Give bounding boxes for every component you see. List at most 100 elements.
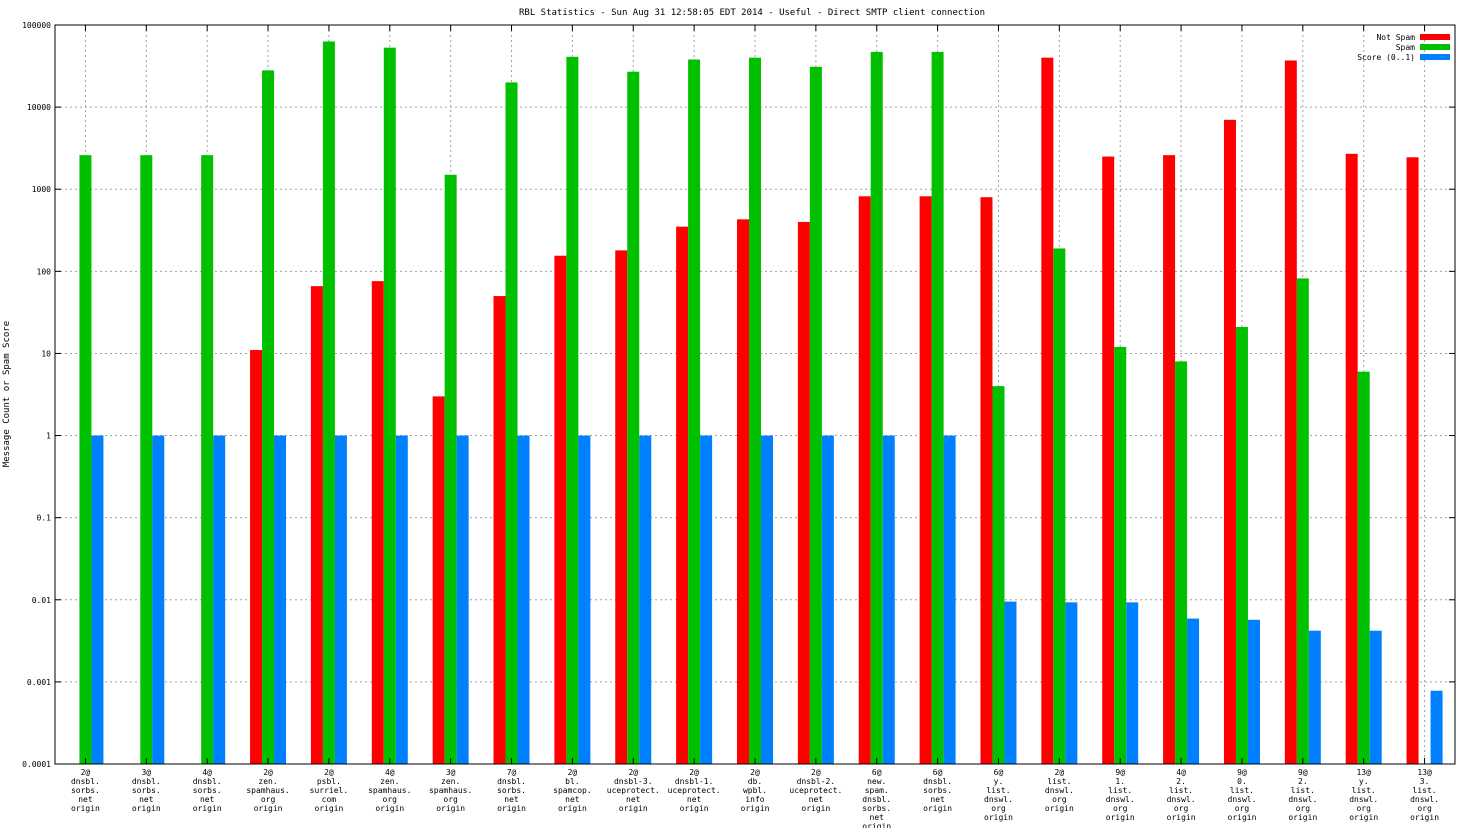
x-tick-label-line: org [1417,804,1432,813]
x-tick-label-line: y. [1359,777,1369,786]
bar-not-spam [250,350,263,764]
x-tick-label-line: org [1235,804,1250,813]
x-tick-label-line: origin [375,804,404,813]
x-tick-label-line: 2. [1298,777,1308,786]
x-tick-label-line: 4@ [202,768,212,777]
x-tick-label: 7@ dnsbl. sorbs. net origin [497,768,526,813]
x-tick-label-line: org [991,804,1006,813]
x-tick-label-line: dnsbl. [193,777,222,786]
x-tick-label-line: dnsbl-2. [797,777,836,786]
x-tick-label-line: org [443,795,458,804]
x-tick-label-line: 3@ [141,768,151,777]
x-tick-label-line: list. [1291,786,1315,795]
legend-label: Spam [1396,43,1415,52]
x-tick-label-line: dnswl. [1228,795,1257,804]
x-tick-label: 2@ list. dnswl. org origin [1045,768,1074,813]
x-tick-label-line: surriel. [310,786,349,795]
x-tick-label-line: net [565,795,580,804]
x-tick-label-line: com [322,795,337,804]
x-tick-label-line: net [78,795,93,804]
bar-spam [1175,361,1188,764]
y-tick-label: 10 [41,349,51,358]
x-tick-label-line: net [504,795,519,804]
y-tick-label: 1000 [32,185,51,194]
chart-title: RBL Statistics - Sun Aug 31 12:58:05 EDT… [519,8,985,18]
bar-not-spam [1284,60,1297,764]
x-tick-label: 3@ zen. spamhaus. org origin [429,768,472,813]
legend-label: Score (0..1) [1357,53,1415,62]
bar-not-spam [1102,156,1115,764]
x-tick-label-line: 2. [1176,777,1186,786]
bar-spam [505,82,518,765]
x-tick-label-line: dnswl. [984,795,1013,804]
x-tick-label-line: 9@ [1115,768,1125,777]
x-tick-label-line: origin [1045,804,1074,813]
x-tick-label-line: org [1356,804,1371,813]
bar-spam [1235,326,1248,764]
x-tick-label: 13@ 3. list. dnswl. org origin [1410,768,1439,822]
bar-score-0-1 [152,435,165,764]
x-tick-label-line: list. [986,786,1010,795]
x-tick-label: 6@ y. list. dnswl. org origin [984,768,1013,822]
x-tick-label-line: info [745,795,764,804]
x-tick-label: 2@ bl. spamcop. net origin [553,768,592,813]
x-tick-label-line: sorbs. [923,786,952,795]
bar-spam [1114,346,1127,764]
x-tick-label-line: origin [862,822,891,828]
bar-not-spam [615,250,628,764]
bar-not-spam [1041,57,1054,765]
bar-spam [931,51,944,764]
bar-score-0-1 [213,435,226,764]
x-tick-label-line: sorbs. [132,786,161,795]
bar-spam [140,155,153,764]
x-tick-label-line: uceprotect. [607,786,660,795]
bar-not-spam [676,226,689,764]
x-tick-label-line: dnswl. [1288,795,1317,804]
x-tick-label-line: origin [1410,813,1439,822]
bar-spam [444,174,457,764]
x-tick-label-line: origin [680,804,709,813]
bar-spam [201,155,214,764]
x-tick-label-line: 2@ [689,768,699,777]
x-tick-label: 2@ dnsbl. sorbs. net origin [71,768,100,813]
bar-score-0-1 [1247,619,1260,764]
bar-score-0-1 [456,435,469,764]
y-axis-label: Message Count or Spam Score [2,321,12,467]
x-tick-label: 6@ dnsbl. sorbs. net origin [923,768,952,813]
x-tick-label-line: sorbs. [497,786,526,795]
x-tick-label: 4@ dnsbl. sorbs. net origin [193,768,222,813]
x-tick-label-line: y. [994,777,1004,786]
x-tick-label-line: 2@ [263,768,273,777]
bar-not-spam [371,281,384,764]
bar-score-0-1 [517,435,530,764]
bar-score-0-1 [1004,601,1017,764]
x-tick-label-line: origin [1167,813,1196,822]
x-tick-label: 4@ zen. spamhaus. org origin [368,768,411,813]
x-tick-label-line: origin [254,804,283,813]
x-tick-label-line: net [809,795,824,804]
bar-spam [383,47,396,764]
bar-not-spam [493,296,506,764]
x-tick-label-line: org [1052,795,1067,804]
x-tick-label-line: dnsbl-3. [614,777,653,786]
x-tick-label: 2@ zen. spamhaus. org origin [246,768,289,813]
x-tick-label-line: list. [1230,786,1254,795]
x-tick-label-line: net [139,795,154,804]
x-tick-label-line: dnsbl. [923,777,952,786]
x-tick-label-line: origin [314,804,343,813]
x-tick-label: 2@ db. wpbl. info origin [741,768,770,813]
bar-not-spam [737,219,749,764]
x-tick-label-line: net [930,795,945,804]
x-tick-label-line: dnswl. [1410,795,1439,804]
bar-score-0-1 [882,435,895,764]
x-tick-label-line: db. [748,777,762,786]
y-axis-ticks: 0.0001 0.001 0.01 0.1 1 10 100 1000 10000 100000 [22,21,1455,769]
x-tick-label-line: bl. [565,777,579,786]
x-tick-label-line: origin [497,804,526,813]
x-tick-label-line: 4@ [385,768,395,777]
bar-not-spam [919,196,932,764]
x-tick-label-line: origin [193,804,222,813]
legend-swatch [1420,34,1450,40]
bar-score-0-1 [334,435,347,764]
